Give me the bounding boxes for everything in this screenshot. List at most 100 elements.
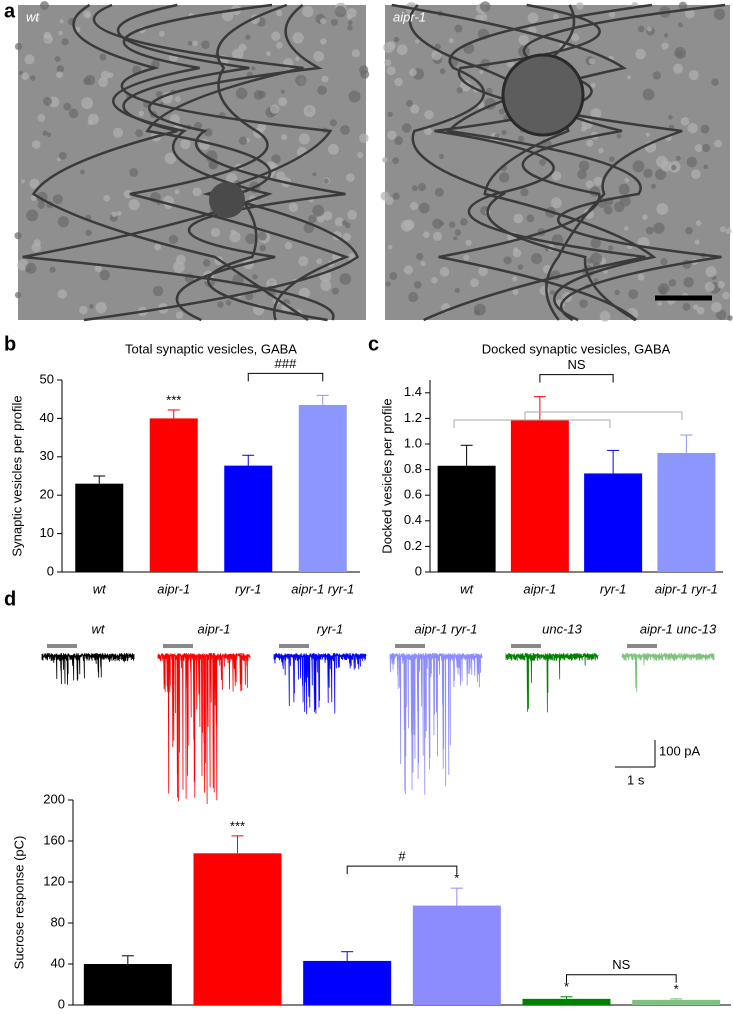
vesicle [551,171,562,181]
vesicle [656,202,669,215]
vesicle [359,65,369,75]
vesicle [180,139,191,150]
x-tick-label: ryr-1 [235,581,261,596]
significance: *** [166,392,181,407]
vesicle [57,216,70,228]
vesicle [418,202,430,214]
vesicle [696,306,705,315]
panel-label: a [4,0,16,22]
vesicle [539,159,547,166]
vesicle [618,183,630,195]
vesicle [203,127,213,137]
vesicle [357,152,364,159]
vesicle [676,50,683,58]
vesicle [513,213,524,224]
vesicle [479,1,491,12]
vesicle [469,278,479,288]
vesicle [660,160,672,172]
vesicle [317,85,327,95]
vesicle [308,214,317,224]
y-tick-label: 0 [47,563,54,578]
vesicle [439,68,446,75]
vesicle [642,214,648,220]
vesicle [323,178,329,184]
vesicle [295,56,300,62]
vesicle [410,201,419,211]
comparison-line [453,419,611,428]
vesicle [389,272,398,281]
vesicle [21,72,29,80]
vesicle [721,291,730,300]
vesicle [680,116,690,126]
vesicle [517,135,525,143]
panel-label: c [368,333,379,355]
bar [632,999,721,1005]
vesicle [347,209,358,220]
vesicle [599,310,611,322]
vesicle [14,291,22,299]
vesicle [25,262,37,274]
x-tick-label: wt [93,581,107,596]
vesicle [513,247,519,253]
vesicle [400,219,413,232]
vesicle [632,160,645,173]
vesicle [645,132,650,137]
y-tick-label: 40 [51,955,65,970]
vesicle [154,243,162,251]
vesicle [688,70,699,81]
vesicle [129,168,139,177]
membrane [31,3,309,322]
vesicle [499,172,510,183]
membrane [391,3,722,322]
significance: * [564,979,569,994]
vesicle [330,18,338,26]
current-trace [41,652,135,685]
vesicle [695,220,702,226]
vesicle [135,129,144,138]
vesicle [382,156,389,163]
y-tick-label: 0 [58,996,65,1009]
vesicle [63,102,72,111]
vesicle [713,8,726,20]
vesicle [668,279,677,287]
vesicle [687,122,698,134]
vesicle [627,75,632,80]
vesicle [42,130,48,136]
vesicle [225,300,232,306]
vesicle [192,187,202,197]
x-tick-label: wt [460,581,474,596]
vesicle [172,261,185,274]
vesicle [671,164,677,171]
vesicle [396,44,408,56]
comparison-bracket [539,374,614,383]
vesicle [346,173,355,182]
vesicle [329,119,337,127]
vesicle [302,5,314,18]
vesicle [384,59,392,67]
vesicle [316,214,325,223]
vesicle [175,311,184,320]
vesicle [431,277,438,284]
vesicle [39,1,49,10]
comparison-label: NS [612,957,630,972]
vesicle [403,265,414,275]
vesicle [320,279,332,292]
vesicle [527,12,539,24]
vesicle [628,289,639,300]
vesicle [667,114,673,120]
vesicle [590,82,596,88]
vesicle [678,1,688,11]
vesicle [158,30,165,37]
bar [298,404,347,572]
vesicle [43,96,53,106]
vesicle [459,79,472,92]
vesicle [660,258,668,266]
vesicle [416,252,424,260]
vesicle [657,283,670,295]
vesicle [501,129,507,136]
scale-label: 100 pA [659,743,701,758]
vesicle [24,54,35,65]
vesicle [518,34,529,46]
vesicle [192,40,198,47]
